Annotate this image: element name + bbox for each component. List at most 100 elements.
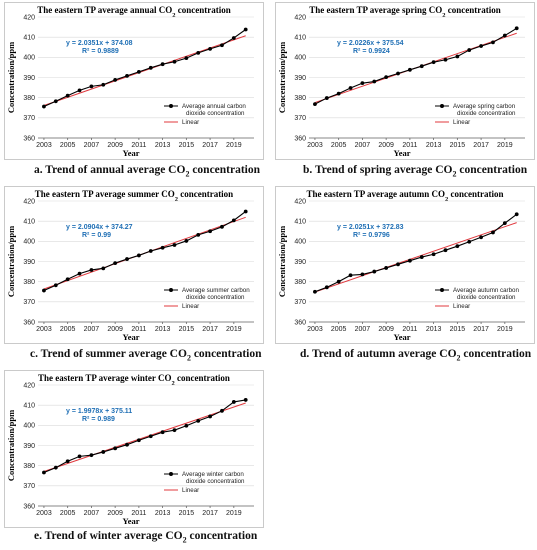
chart-a-data-point (231, 36, 236, 40)
chart-d-data-point (491, 230, 495, 235)
chart-a-data-point (65, 93, 70, 98)
chart-a-linear-trend-line (43, 35, 246, 106)
chart-a-title: The eastern TP average annual CO2 concen… (37, 5, 231, 19)
chart-b-ytick-label: 370 (294, 115, 306, 122)
chart-c-data-point (77, 271, 82, 276)
chart-a-ytick-label: 380 (23, 95, 35, 102)
caption-winter-suffix: concentration (186, 530, 258, 542)
chart-panel-annual: The eastern TP average annual CO2 concen… (4, 2, 264, 160)
chart-b-ytick-label: 400 (294, 55, 306, 62)
chart-d-data-point (419, 255, 424, 259)
chart-d-data-point (467, 239, 472, 244)
chart-c-xtick-label: 2011 (131, 326, 146, 333)
caption-spring-sub: 2 (452, 169, 457, 179)
chart-c-data-point (53, 283, 58, 288)
caption-autumn: d. Trend of autumn average CO2 concentra… (300, 348, 531, 362)
chart-a-xtick-label: 2007 (84, 142, 100, 149)
chart-d-data-point (360, 272, 365, 277)
chart-d-r-squared: R² = 0.9796 (353, 232, 390, 239)
chart-e-xtick-label: 2005 (60, 510, 76, 517)
chart-a-data-point (243, 27, 248, 32)
chart-a-legend-series-label: Average annual carbon dioxide concentrati… (182, 103, 246, 117)
caption-annual-suffix: concentration (189, 164, 261, 176)
chart-c-data-point (42, 288, 46, 293)
chart-e-ytick-label: 420 (23, 382, 35, 389)
chart-e-data-point (148, 434, 153, 439)
chart-d-xtick-label: 2013 (426, 326, 442, 333)
chart-b-svg: The eastern TP average spring CO2 concen… (275, 2, 535, 160)
chart-c-data-point (65, 277, 70, 282)
chart-b-ytick-label: 420 (294, 14, 306, 21)
chart-d-data-point (384, 266, 389, 270)
chart-e-data-point (172, 428, 177, 433)
chart-panel-autumn: The eastern TP average autumn CO2 concen… (275, 186, 535, 344)
chart-c-xtick-label: 2005 (60, 326, 76, 333)
chart-b-ytick-label: 380 (294, 95, 306, 102)
chart-d-legend-linear-label: Linear (453, 303, 470, 310)
chart-e-ytick-label: 410 (23, 403, 35, 410)
chart-b-data-point (336, 91, 341, 96)
chart-a-data-point (42, 104, 46, 109)
chart-e-data-point (89, 453, 94, 458)
chart-a-data-point (53, 99, 58, 104)
chart-d-data-point (313, 289, 317, 294)
chart-d-data-point (407, 258, 412, 263)
chart-d-series-line (314, 213, 518, 293)
chart-e-data-point (136, 438, 141, 443)
chart-d-data-point (396, 262, 400, 267)
chart-b-xtick-label: 2009 (378, 142, 394, 149)
chart-b-series-line (314, 27, 517, 105)
chart-e-ytick-label: 380 (23, 463, 35, 470)
chart-d-data-point (372, 269, 377, 274)
chart-a-ylabel: Concentration/ppm (6, 42, 16, 113)
chart-e-svg: The eastern TP average winter CO2 concen… (4, 370, 264, 528)
chart-e-data-point (196, 418, 201, 423)
chart-b-xtick-label: 2015 (450, 142, 466, 149)
chart-c-data-point (208, 229, 212, 234)
chart-d-ylabel: Concentration/ppm (277, 226, 287, 297)
chart-c-xtick-label: 2019 (226, 326, 242, 333)
caption-autumn-prefix: d. Trend of autumn average CO (300, 348, 457, 360)
chart-e-xtick-label: 2007 (84, 510, 100, 517)
chart-b-data-point (313, 102, 317, 107)
chart-a-frame (4, 2, 264, 160)
chart-d-title: The eastern TP average autumn CO2 concen… (306, 189, 503, 203)
chart-c-data-point (196, 232, 201, 237)
chart-a-xtick-label: 2003 (36, 142, 52, 149)
chart-d-data-point (479, 235, 483, 240)
chart-c-data-point (243, 209, 248, 214)
chart-b-equation: y = 2.0226x + 375.54 (337, 40, 404, 47)
chart-e-legend-linear-label: Linear (182, 487, 199, 494)
chart-d-ytick-label: 420 (294, 198, 306, 205)
chart-c-ytick-label: 360 (23, 319, 35, 326)
chart-d-legend-series-label: Average autumn carbon dioxide concentrati… (453, 287, 519, 301)
caption-autumn-suffix: concentration (460, 348, 532, 360)
chart-e-r-squared: R² = 0.989 (82, 416, 115, 423)
chart-b-data-point (502, 33, 507, 38)
chart-b-xtick-label: 2013 (426, 142, 442, 149)
chart-b-data-point (467, 48, 472, 52)
chart-e-data-point (77, 454, 82, 459)
chart-a-xlabel: Year (123, 148, 140, 158)
chart-b-data-point (348, 86, 353, 90)
caption-annual-sub: 2 (185, 169, 190, 179)
chart-b-data-point (419, 64, 424, 69)
chart-a-data-point (184, 56, 189, 61)
chart-b-data-point (407, 67, 412, 72)
chart-e-xtick-label: 2009 (107, 510, 123, 517)
chart-d-linear-trend-line (314, 222, 517, 293)
chart-d-ytick-label: 400 (294, 239, 306, 246)
chart-c-data-point (220, 224, 224, 229)
chart-a-data-point (148, 65, 153, 70)
chart-c-legend-series-marker (169, 288, 173, 292)
chart-b-legend-linear-label: Linear (453, 119, 470, 126)
chart-e-xlabel: Year (123, 516, 140, 526)
chart-a-data-point (196, 50, 201, 55)
chart-d-xtick-label: 2011 (402, 326, 417, 333)
chart-b-data-point (372, 79, 377, 84)
chart-d-data-point (502, 221, 507, 226)
chart-e-data-point (231, 400, 236, 404)
chart-c-ylabel: Concentration/ppm (6, 226, 16, 297)
chart-a-svg: The eastern TP average annual CO2 concen… (4, 2, 264, 160)
chart-c-data-point (89, 268, 94, 272)
